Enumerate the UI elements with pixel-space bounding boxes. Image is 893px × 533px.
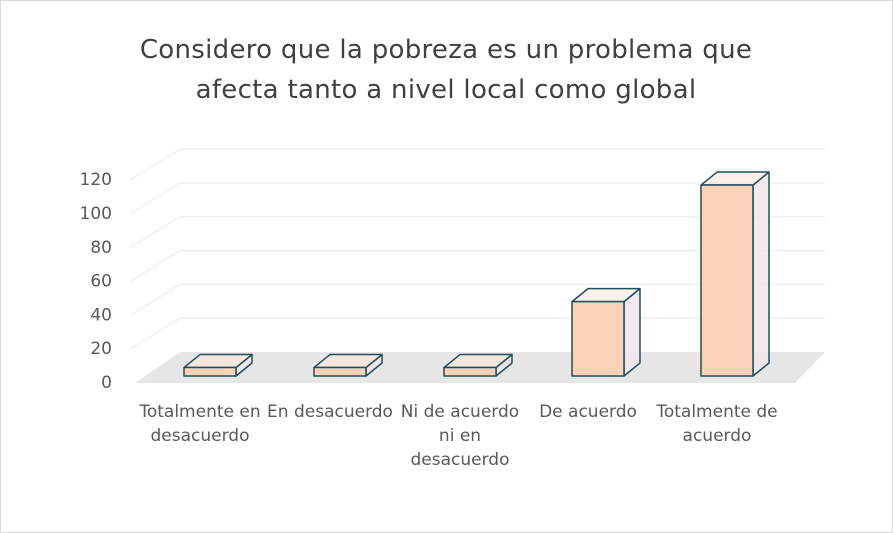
bar-front xyxy=(183,366,237,377)
x-tick-label: Totalmente de acuerdo xyxy=(656,402,778,446)
x-tick-label: Totalmente en desacuerdo xyxy=(139,402,261,446)
x-tick-label: Ni de acuerdo ni en desacuerdo xyxy=(400,402,520,470)
grid-line xyxy=(129,216,825,249)
chart-title: Considero que la pobreza es un problema … xyxy=(139,35,753,105)
bar xyxy=(443,353,513,377)
bar xyxy=(571,287,641,377)
y-tick-label: 0 xyxy=(101,373,112,393)
y-tick-label: 80 xyxy=(90,238,112,258)
y-tick-label: 40 xyxy=(90,305,112,325)
grid-line xyxy=(129,182,825,215)
grid-line xyxy=(129,148,825,181)
bar-side xyxy=(752,171,770,377)
x-tick-label: En desacuerdo xyxy=(267,402,393,422)
bar-front xyxy=(571,300,625,377)
x-tick-label: De acuerdo xyxy=(539,402,637,422)
bar-front xyxy=(313,366,367,377)
bar xyxy=(700,171,770,377)
y-tick-label: 120 xyxy=(80,170,112,190)
y-tick-label: 20 xyxy=(90,339,112,359)
bar-front xyxy=(700,184,754,377)
bar-side xyxy=(623,287,641,377)
bar xyxy=(313,353,383,377)
y-tick-label: 60 xyxy=(90,272,112,292)
y-tick-label: 100 xyxy=(80,204,112,224)
grid-line xyxy=(129,283,825,316)
bar xyxy=(183,353,253,377)
bar-front xyxy=(443,366,497,377)
grid-line xyxy=(129,249,825,283)
